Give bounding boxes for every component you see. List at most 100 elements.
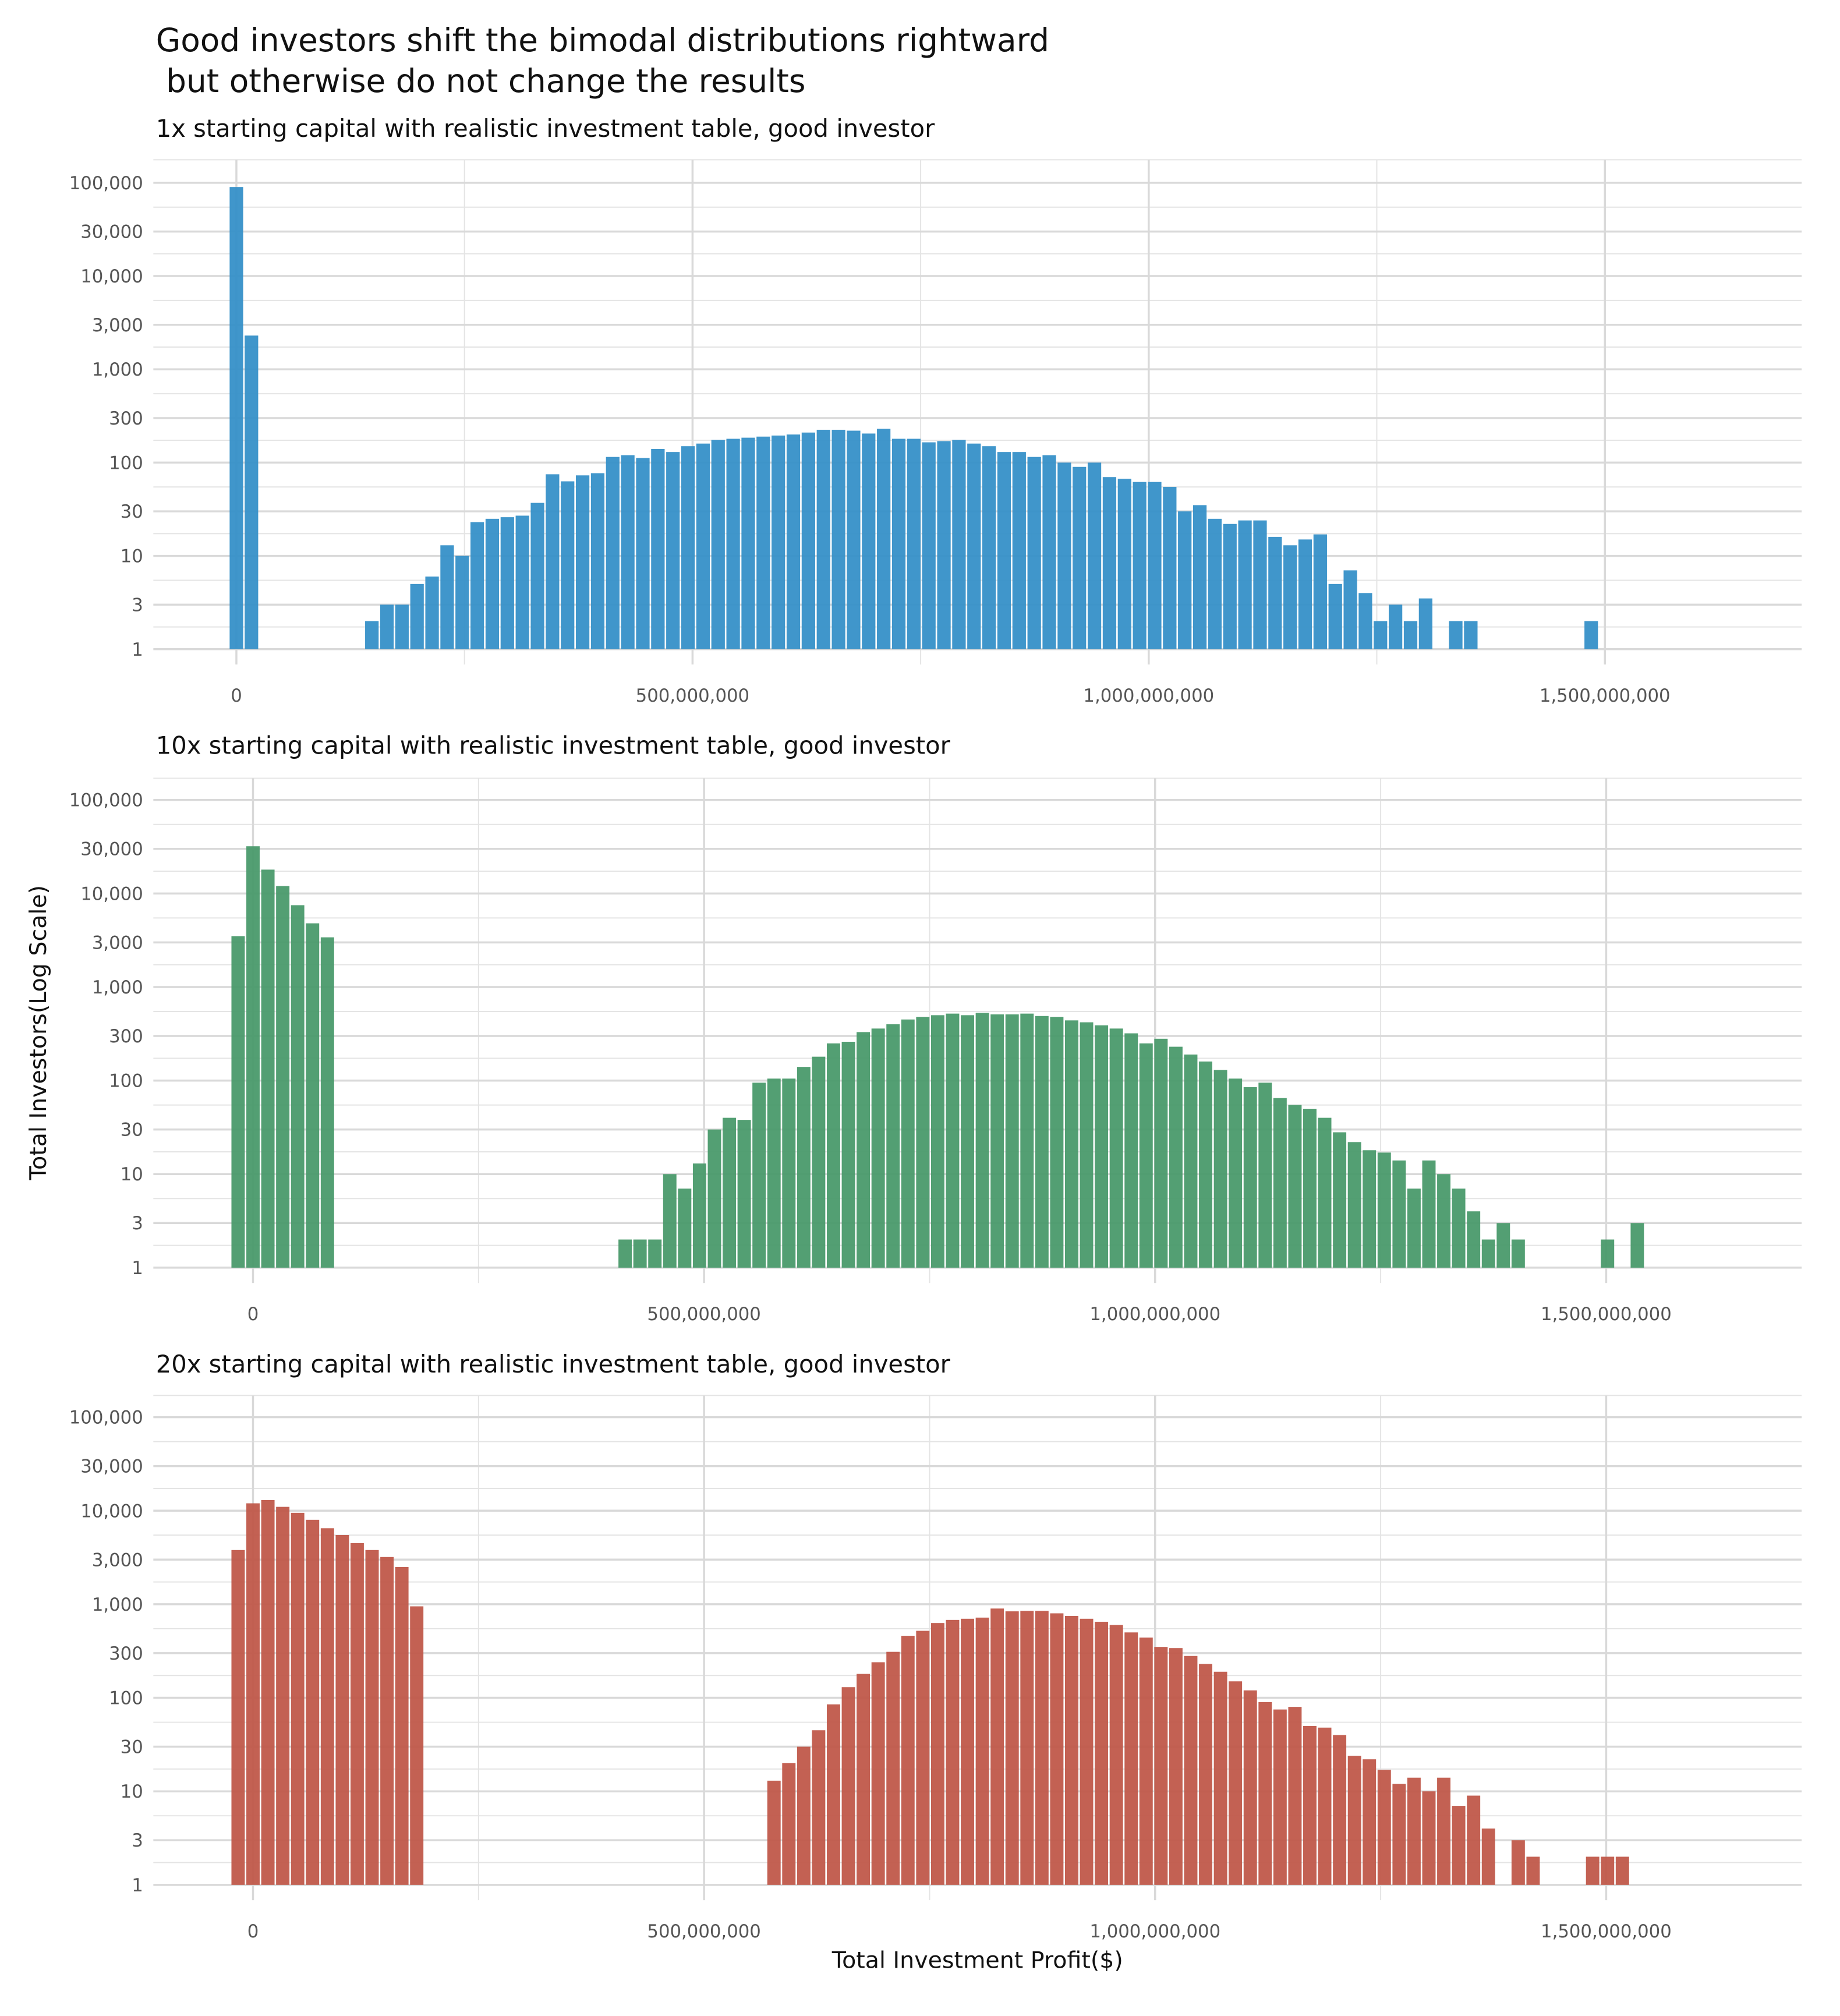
histogram-bar: [365, 1550, 379, 1885]
histogram-bar: [1422, 1791, 1436, 1885]
histogram-bar: [1042, 455, 1056, 649]
histogram-bar: [261, 869, 275, 1268]
histogram-bar: [500, 517, 514, 649]
y-tick-label: 30,000: [80, 839, 143, 860]
histogram-bar: [982, 446, 996, 649]
histogram-bar: [711, 440, 725, 649]
y-tick-label: 3,000: [92, 1550, 143, 1571]
x-tick-label: 1,500,000,000: [1540, 685, 1671, 706]
histogram-bar: [1347, 1142, 1361, 1268]
histogram-bar: [696, 443, 710, 649]
histogram-bar: [1253, 520, 1267, 649]
histogram-bar: [1437, 1174, 1451, 1268]
histogram-bar: [1343, 570, 1357, 649]
histogram-bar: [455, 556, 469, 649]
histogram-bar: [871, 1028, 885, 1268]
histogram-bar: [276, 886, 290, 1268]
histogram-bar: [1199, 1061, 1213, 1268]
histogram-bar: [1449, 621, 1463, 649]
histogram-bar: [1328, 583, 1342, 649]
histogram-bar: [767, 1780, 781, 1885]
histogram-bar: [380, 604, 394, 649]
histogram-bar: [1020, 1013, 1034, 1268]
histogram-bar: [320, 1528, 334, 1885]
histogram-bar: [1080, 1022, 1094, 1268]
y-tick-label: 1,000: [92, 977, 143, 998]
x-tick-label: 1,500,000,000: [1541, 1921, 1672, 1942]
histogram-bar: [1005, 1014, 1019, 1268]
histogram-bar: [891, 438, 906, 649]
histogram-bar: [1095, 1025, 1109, 1268]
panel-2: 10x starting capital with realistic inve…: [69, 731, 1802, 1325]
histogram-bar: [841, 1041, 855, 1268]
histogram-bar: [1073, 466, 1087, 649]
histogram-bar: [847, 430, 861, 649]
histogram-bar: [1139, 1043, 1153, 1268]
histogram-bar: [1208, 518, 1222, 649]
histogram-bar: [1087, 462, 1102, 649]
histogram-bar: [1511, 1840, 1525, 1885]
histogram-bar: [246, 1503, 260, 1885]
histogram-bar: [678, 1189, 692, 1268]
histogram-bar: [306, 923, 320, 1268]
histogram-bar: [1117, 479, 1131, 649]
histogram-bar: [1065, 1020, 1078, 1268]
histogram-bar: [1511, 1239, 1525, 1268]
y-tick-label: 100: [109, 452, 143, 473]
histogram-bar: [1050, 1017, 1064, 1268]
y-tick-label: 3: [132, 1830, 143, 1851]
histogram-bar: [621, 455, 635, 649]
histogram-bar: [975, 1617, 989, 1885]
histogram-bar: [1615, 1856, 1629, 1885]
histogram-bar: [1213, 1671, 1227, 1885]
histogram-bar: [1065, 1615, 1078, 1885]
y-tick-label: 30: [121, 1737, 143, 1758]
histogram-bar: [1389, 604, 1403, 649]
histogram-bar: [707, 1129, 721, 1268]
histogram-bar: [1601, 1239, 1615, 1268]
histogram-bar: [575, 475, 590, 649]
histogram-bar: [1154, 1038, 1168, 1268]
histogram-bar: [1050, 1613, 1064, 1885]
histogram-bar: [1238, 520, 1252, 649]
histogram-bar: [1258, 1702, 1272, 1885]
y-tick-label: 30: [121, 501, 143, 522]
histogram-bar: [816, 429, 830, 649]
histogram-bar: [916, 1017, 930, 1268]
histogram-bar: [231, 1550, 245, 1885]
histogram-bar: [692, 1163, 706, 1268]
histogram-bar: [1012, 452, 1026, 649]
histogram-bar: [1163, 487, 1177, 649]
histogram-bar: [1363, 1759, 1377, 1885]
x-tick-label: 1,000,000,000: [1089, 1921, 1220, 1942]
x-tick-label: 500,000,000: [647, 1921, 760, 1942]
histogram-bar: [470, 522, 484, 649]
histogram-bar: [1452, 1806, 1466, 1885]
histogram-bar: [1109, 1625, 1123, 1885]
histogram-bar: [1229, 1681, 1243, 1885]
histogram-bar: [1213, 1070, 1227, 1268]
y-tick-label: 30,000: [80, 222, 143, 243]
histogram-bar: [990, 1608, 1004, 1885]
x-tick-label: 0: [247, 1921, 259, 1942]
histogram-bar: [877, 429, 891, 649]
histogram-bar: [1418, 598, 1432, 649]
histogram-bar: [782, 1078, 796, 1268]
y-tick-label: 1: [132, 1258, 143, 1279]
histogram-bar: [515, 515, 529, 649]
histogram-bar: [1268, 536, 1282, 649]
histogram-bar: [831, 429, 845, 649]
histogram-bar: [425, 576, 439, 649]
histogram-bar: [826, 1043, 840, 1268]
y-tick-label: 10: [121, 1164, 143, 1185]
chart-title-line1: Good investors shift the bimodal distrib…: [156, 22, 1049, 59]
gridlines: [153, 159, 1802, 665]
histogram-bar: [1601, 1856, 1615, 1885]
histogram-bar: [961, 1015, 974, 1268]
panel-subtitle: 20x starting capital with realistic inve…: [156, 1350, 951, 1378]
histogram-bar: [246, 846, 260, 1268]
histogram-bar: [1303, 1725, 1317, 1885]
histogram-bar: [261, 1499, 275, 1885]
histogram-bar: [681, 446, 695, 649]
y-tick-label: 100,000: [69, 173, 143, 194]
